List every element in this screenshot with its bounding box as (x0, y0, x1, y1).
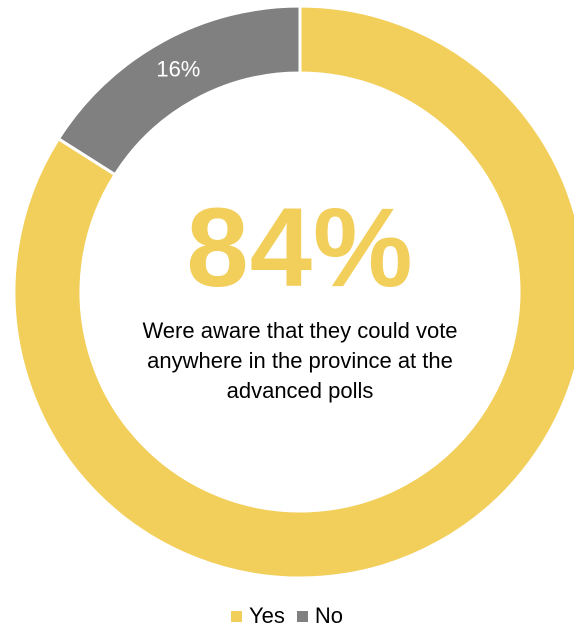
legend-swatch-no (296, 610, 308, 622)
donut-slices (12, 4, 574, 580)
center-caption: Were aware that they could vote anywhere… (142, 318, 458, 403)
center-value: 84% (186, 185, 414, 310)
slice-yes (12, 4, 574, 580)
slice-labels: 16% (156, 57, 200, 82)
legend-swatch-yes (230, 610, 242, 622)
slice-no (56, 4, 302, 177)
legend: Yes No (0, 603, 574, 629)
legend-label-no: No (314, 603, 343, 628)
legend-label-yes: Yes (248, 603, 285, 628)
legend-item-yes: Yes (230, 603, 285, 629)
legend-item-no: No (296, 603, 343, 629)
slice-label-no: 16% (156, 57, 200, 82)
